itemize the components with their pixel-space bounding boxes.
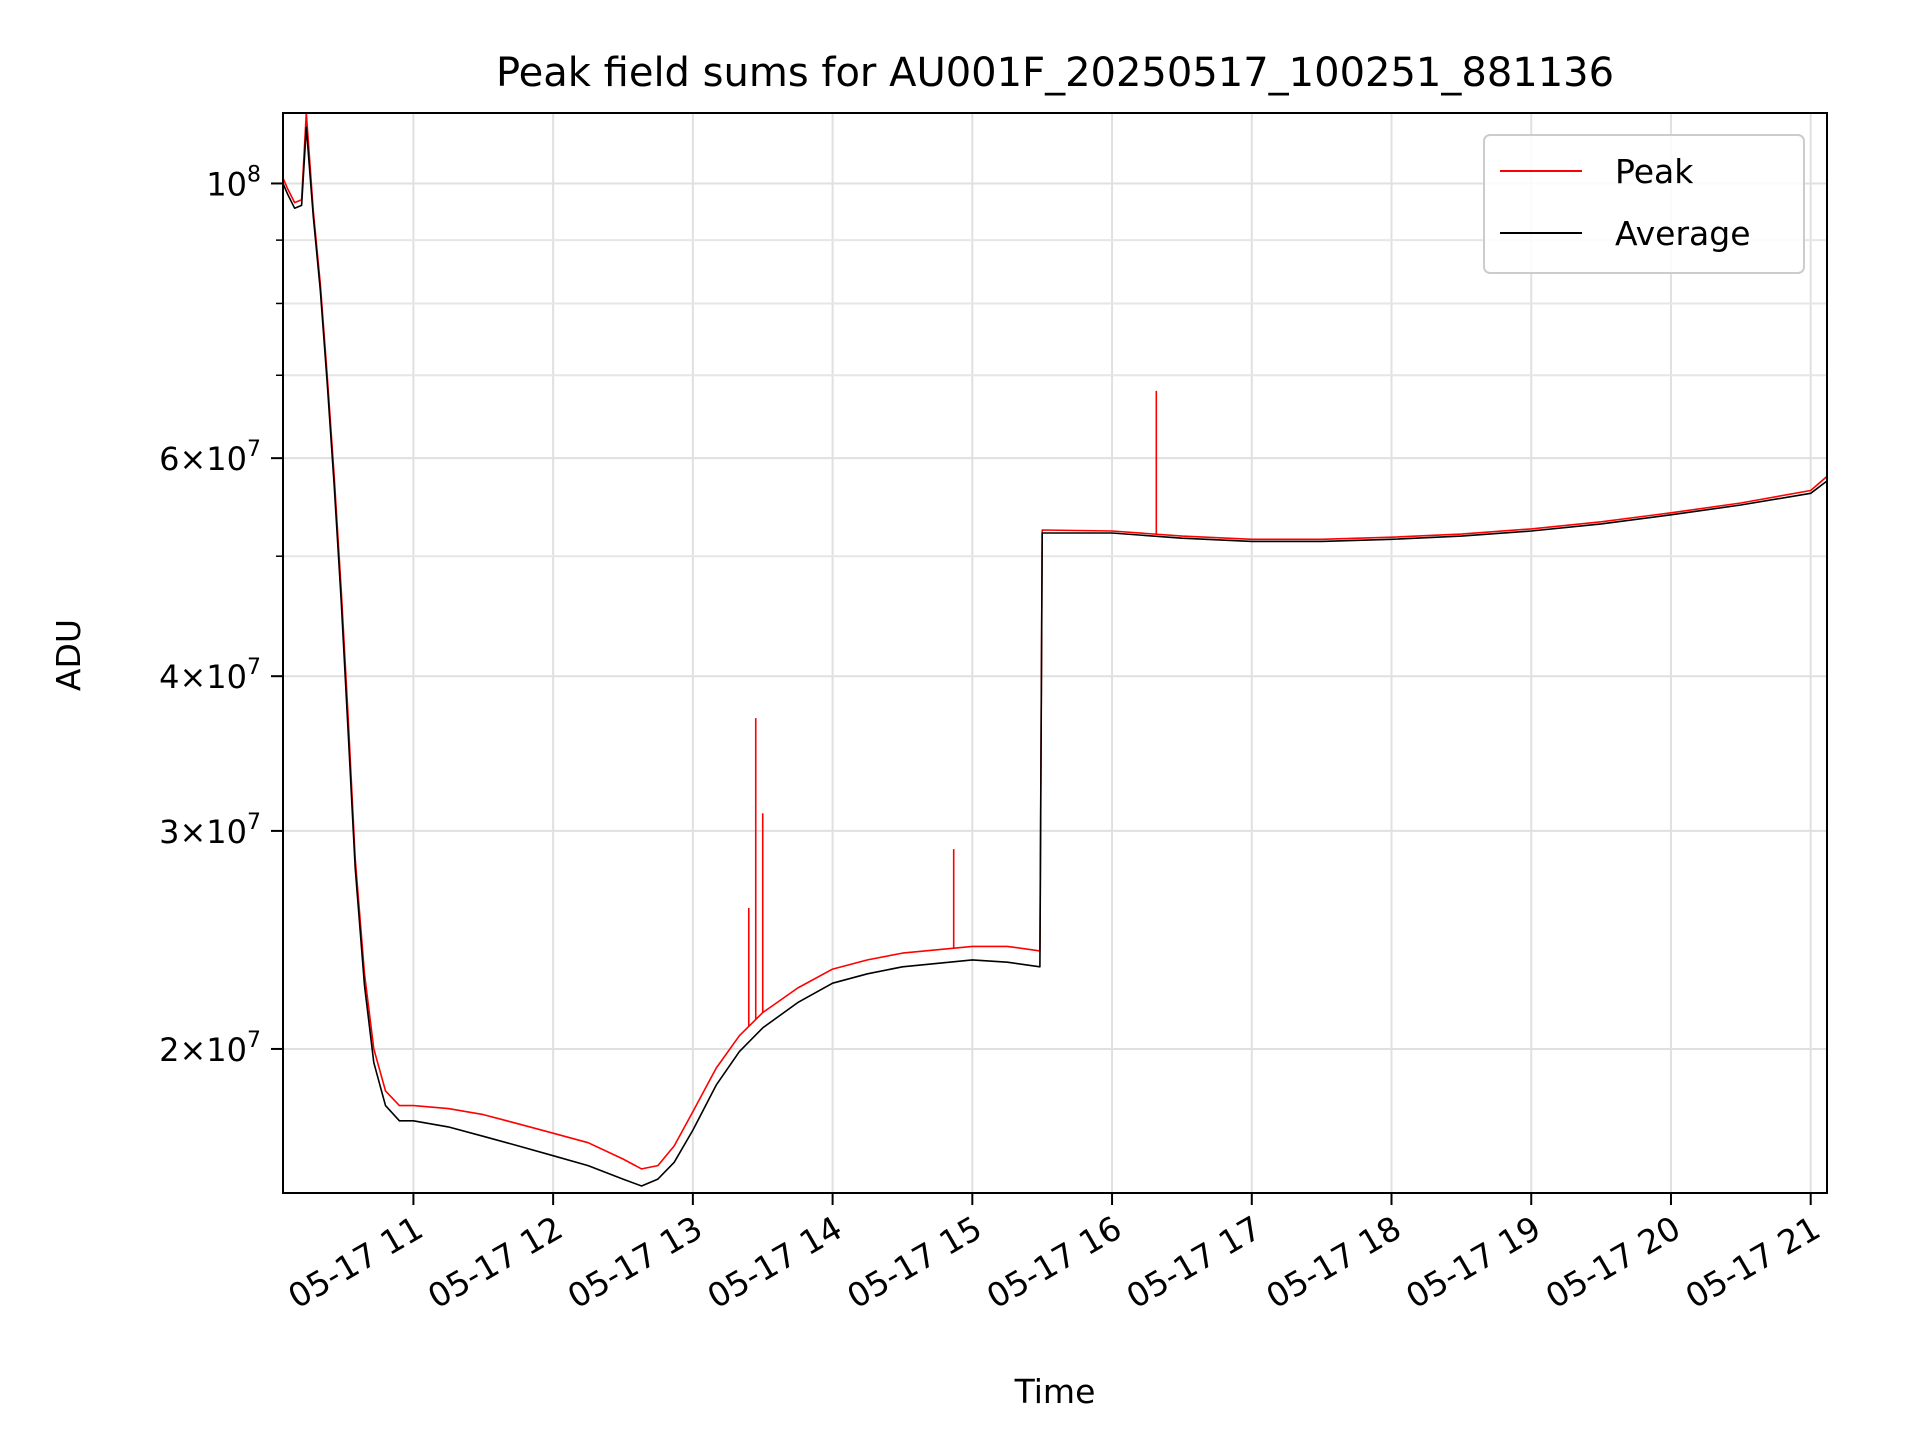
axes-frame	[282, 112, 1828, 1194]
y-axis: 2×107 3×107 4×107 6×107 108	[159, 162, 283, 1069]
legend-box	[1483, 134, 1805, 274]
y-tick-label: 2×107	[159, 1028, 261, 1069]
series-line-average	[282, 126, 1828, 1187]
y-tick-label: 108	[206, 162, 261, 203]
x-axis-label: Time	[1014, 1372, 1096, 1411]
y-tick-label: 3×107	[159, 810, 261, 851]
legend-label-average: Average	[1615, 214, 1751, 253]
plot-area	[282, 112, 1828, 1187]
y-tick-label: 4×107	[159, 655, 261, 696]
chart-title: Peak field sums for AU001F_20250517_1002…	[496, 50, 1614, 96]
y-tick-label: 6×107	[159, 437, 261, 478]
legend: Peak Average	[1483, 134, 1805, 274]
legend-label-peak: Peak	[1615, 152, 1694, 191]
y-axis-label: ADU	[49, 619, 88, 691]
